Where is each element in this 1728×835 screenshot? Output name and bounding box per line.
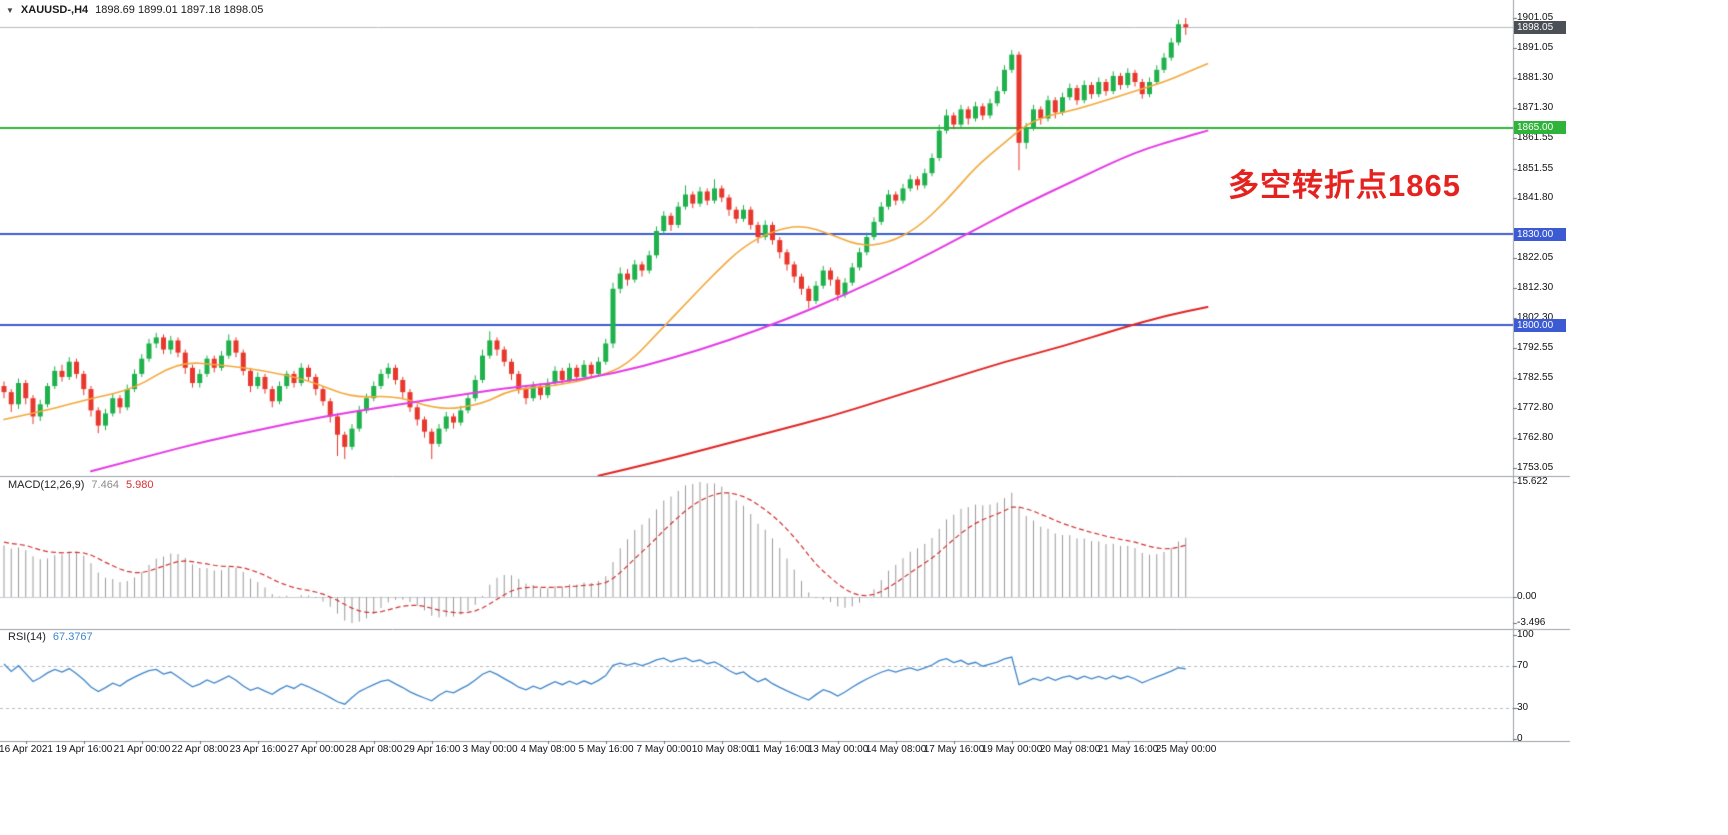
price-axis-label: 1881.30 <box>1517 72 1554 83</box>
level-1865-marker: 1865.00 <box>1514 121 1566 134</box>
time-axis-label: 27 Apr 00:00 <box>287 744 345 755</box>
price-axis-label: 1782.55 <box>1517 372 1554 383</box>
time-axis-label: 14 May 08:00 <box>865 744 927 755</box>
chart-annotation-text[interactable]: 多空转折点1865 <box>1228 168 1461 203</box>
price-axis-label: 1753.05 <box>1517 462 1554 473</box>
macd-axis-label: 15.622 <box>1517 476 1548 487</box>
time-axis-label: 3 May 00:00 <box>462 744 518 755</box>
chart-header: ▼ XAUUSD-,H4 1898.69 1899.01 1897.18 189… <box>6 4 263 16</box>
time-axis-label: 7 May 00:00 <box>636 744 692 755</box>
ohlc-readout: 1898.69 1899.01 1897.18 1898.05 <box>95 4 264 16</box>
macd-name: MACD(12,26,9) <box>8 479 85 491</box>
rsi-value: 67.3767 <box>52 631 93 643</box>
rsi-axis-label: 0 <box>1517 733 1523 744</box>
symbol-dropdown-icon[interactable]: ▼ <box>6 5 14 15</box>
time-axis-label: 25 May 00:00 <box>1155 744 1217 755</box>
macd-signal-value: 5.980 <box>125 479 154 491</box>
symbol-period-label: XAUUSD-,H4 <box>20 4 89 16</box>
time-axis-label: 13 May 00:00 <box>807 744 869 755</box>
rsi-indicator-label: RSI(14) 67.3767 <box>8 631 93 643</box>
macd-main-value: 7.464 <box>91 479 119 491</box>
rsi-name: RSI(14) <box>8 631 46 643</box>
current-price-marker: 1898.05 <box>1514 21 1566 34</box>
time-axis-label: 11 May 16:00 <box>750 744 810 755</box>
time-axis-label: 19 May 00:00 <box>981 744 1043 755</box>
price-axis-label: 1772.80 <box>1517 402 1554 413</box>
time-axis-label: 21 May 16:00 <box>1097 744 1159 755</box>
price-axis-label: 1802.30 <box>1517 312 1554 323</box>
time-axis-label: 20 May 08:00 <box>1039 744 1101 755</box>
time-axis-label: 22 Apr 08:00 <box>171 744 229 755</box>
time-axis-label: 19 Apr 16:00 <box>55 744 113 755</box>
price-axis-label: 1792.55 <box>1517 342 1554 353</box>
price-axis-label: 1871.30 <box>1517 102 1554 113</box>
price-axis-label: 1901.05 <box>1517 12 1554 23</box>
price-axis-label: 1861.55 <box>1517 132 1554 143</box>
rsi-axis-label: 70 <box>1517 660 1529 671</box>
time-axis-label: 16 Apr 2021 <box>0 744 53 755</box>
time-axis-label: 29 Apr 16:00 <box>403 744 461 755</box>
price-axis-label: 1841.80 <box>1517 192 1554 203</box>
macd-axis-label: -3.496 <box>1517 617 1546 628</box>
level-1830-marker: 1830.00 <box>1514 228 1566 241</box>
rsi-axis-label: 100 <box>1517 629 1534 640</box>
time-axis-label: 28 Apr 08:00 <box>345 744 403 755</box>
price-axis-label: 1822.05 <box>1517 252 1554 263</box>
macd-indicator-label: MACD(12,26,9) 7.464 5.980 <box>8 479 153 491</box>
time-axis-label: 4 May 08:00 <box>520 744 576 755</box>
price-axis-label: 1762.80 <box>1517 432 1554 443</box>
time-axis-label: 17 May 16:00 <box>923 744 985 755</box>
time-axis-label: 23 Apr 16:00 <box>229 744 287 755</box>
rsi-axis-label: 30 <box>1517 702 1529 713</box>
time-axis-label: 10 May 08:00 <box>691 744 753 755</box>
macd-axis-label: 0.00 <box>1517 591 1537 602</box>
level-1800-marker: 1800.00 <box>1514 319 1566 332</box>
price-axis-label: 1851.55 <box>1517 163 1554 174</box>
time-axis-label: 5 May 16:00 <box>578 744 634 755</box>
price-axis-label: 1891.05 <box>1517 42 1554 53</box>
price-axis-label: 1812.30 <box>1517 282 1554 293</box>
time-axis-label: 21 Apr 00:00 <box>113 744 171 755</box>
